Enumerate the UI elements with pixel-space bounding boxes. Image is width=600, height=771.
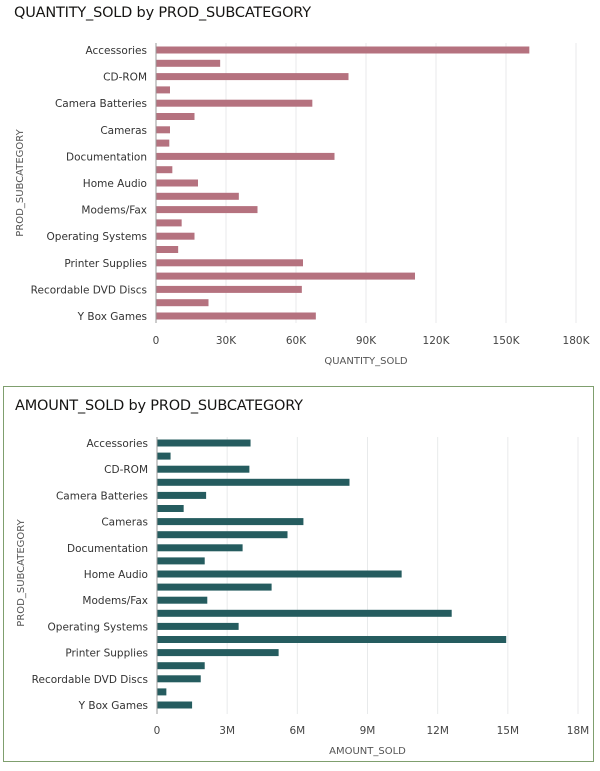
quantity-category-label: Operating Systems <box>47 231 147 243</box>
amount-category-label: Printer Supplies <box>65 648 148 660</box>
quantity-category-label: Recordable DVD Discs <box>31 284 147 296</box>
quantity-bar[interactable] <box>156 192 239 200</box>
amount-bar[interactable] <box>157 570 402 578</box>
amount-bar[interactable] <box>157 452 171 460</box>
quantity-bar[interactable] <box>156 99 313 107</box>
quantity-x-tick-label: 30K <box>216 335 237 347</box>
quantity-x-axis-title: QUANTITY_SOLD <box>324 356 408 367</box>
amount-bar[interactable] <box>157 518 304 526</box>
amount-category-label: Documentation <box>67 543 148 555</box>
quantity-category-label: Home Audio <box>83 178 147 190</box>
quantity-category-label: Accessories <box>85 45 147 57</box>
quantity-bar[interactable] <box>156 299 209 307</box>
amount-bar[interactable] <box>157 505 184 512</box>
quantity-category-label: Documentation <box>66 151 147 163</box>
quantity-bar[interactable] <box>156 206 258 214</box>
amount-x-tick-label: 9M <box>360 725 376 737</box>
amount-bar[interactable] <box>157 609 452 617</box>
quantity-x-tick-label: 180K <box>563 335 591 347</box>
quantity-bar[interactable] <box>156 272 415 280</box>
amount-chart-plot: Accessories CD-ROM Camera Batteries Cameras… <box>16 437 589 757</box>
amount-x-tick-label: 6M <box>289 725 305 737</box>
amount-x-tick-label: 15M <box>497 725 519 737</box>
quantity-bar[interactable] <box>156 259 303 267</box>
quantity-bar[interactable] <box>156 86 170 94</box>
amount-chart-panel: AMOUNT_SOLD by PROD_SUBCATEGORY Accessor… <box>3 386 594 762</box>
quantity-category-label: Cameras <box>100 125 147 137</box>
quantity-bar[interactable] <box>156 46 530 54</box>
quantity-chart-title: QUANTITY_SOLD by PROD_SUBCATEGORY <box>14 5 311 21</box>
amount-bar[interactable] <box>157 531 288 539</box>
amount-category-label: Camera Batteries <box>56 490 148 502</box>
quantity-category-label: CD-ROM <box>103 72 147 84</box>
amount-category-label: Operating Systems <box>48 621 148 633</box>
amount-x-tick-label: 3M <box>219 725 235 737</box>
amount-x-tick-label: 0 <box>154 725 161 737</box>
amount-bar[interactable] <box>157 636 507 643</box>
amount-bar[interactable] <box>157 622 239 630</box>
quantity-x-tick-label: 90K <box>356 335 377 347</box>
amount-category-label: Y Box Games <box>78 700 148 712</box>
quantity-bar[interactable] <box>156 246 179 253</box>
amount-bar[interactable] <box>157 491 207 499</box>
quantity-bar[interactable] <box>156 312 316 320</box>
quantity-x-tick-label: 60K <box>286 335 307 347</box>
amount-category-label: Accessories <box>86 438 148 450</box>
amount-chart-title: AMOUNT_SOLD by PROD_SUBCATEGORY <box>15 398 303 414</box>
amount-bar[interactable] <box>157 544 243 552</box>
amount-bar[interactable] <box>157 478 350 486</box>
quantity-x-tick-label: 120K <box>423 335 451 347</box>
amount-category-label: CD-ROM <box>104 464 148 476</box>
quantity-category-label: Printer Supplies <box>64 258 147 270</box>
quantity-bar[interactable] <box>156 179 198 187</box>
amount-x-axis-title: AMOUNT_SOLD <box>329 746 406 757</box>
amount-y-axis-title: PROD_SUBCATEGORY <box>16 518 27 626</box>
amount-x-tick-label: 18M <box>567 725 589 737</box>
amount-category-label: Home Audio <box>84 569 148 581</box>
amount-bar[interactable] <box>157 439 251 447</box>
quantity-y-axis-title: PROD_SUBCATEGORY <box>15 128 26 236</box>
quantity-category-label: Y Box Games <box>77 311 147 323</box>
quantity-x-tick-label: 0 <box>153 335 160 347</box>
quantity-chart-plot: Accessories CD-ROM Camera Batteries Cameras… <box>15 43 591 367</box>
amount-bar[interactable] <box>157 701 193 709</box>
quantity-bar[interactable] <box>156 152 335 160</box>
amount-bar[interactable] <box>157 688 167 696</box>
quantity-bar[interactable] <box>156 73 349 81</box>
quantity-bar[interactable] <box>156 285 302 293</box>
amount-bar[interactable] <box>157 675 201 683</box>
amount-bar[interactable] <box>157 583 272 591</box>
quantity-bar[interactable] <box>156 232 195 240</box>
quantity-bar[interactable] <box>156 166 173 174</box>
amount-bar[interactable] <box>157 649 279 657</box>
amount-bar[interactable] <box>157 662 205 670</box>
quantity-x-tick-label: 150K <box>493 335 521 347</box>
amount-bar[interactable] <box>157 465 250 473</box>
amount-x-tick-label: 12M <box>426 725 448 737</box>
amount-category-label: Recordable DVD Discs <box>32 674 148 686</box>
amount-category-label: Modems/Fax <box>82 595 148 607</box>
amount-bar[interactable] <box>157 596 208 604</box>
quantity-category-label: Camera Batteries <box>55 98 147 110</box>
amount-category-label: Cameras <box>101 517 148 529</box>
quantity-category-label: Modems/Fax <box>81 205 147 217</box>
quantity-bar[interactable] <box>156 126 170 134</box>
quantity-chart-panel: QUANTITY_SOLD by PROD_SUBCATEGORY Access… <box>0 0 600 380</box>
quantity-bar[interactable] <box>156 139 170 147</box>
amount-bar[interactable] <box>157 557 205 565</box>
quantity-bar[interactable] <box>156 219 182 227</box>
quantity-bar[interactable] <box>156 59 221 67</box>
quantity-bar[interactable] <box>156 113 195 120</box>
